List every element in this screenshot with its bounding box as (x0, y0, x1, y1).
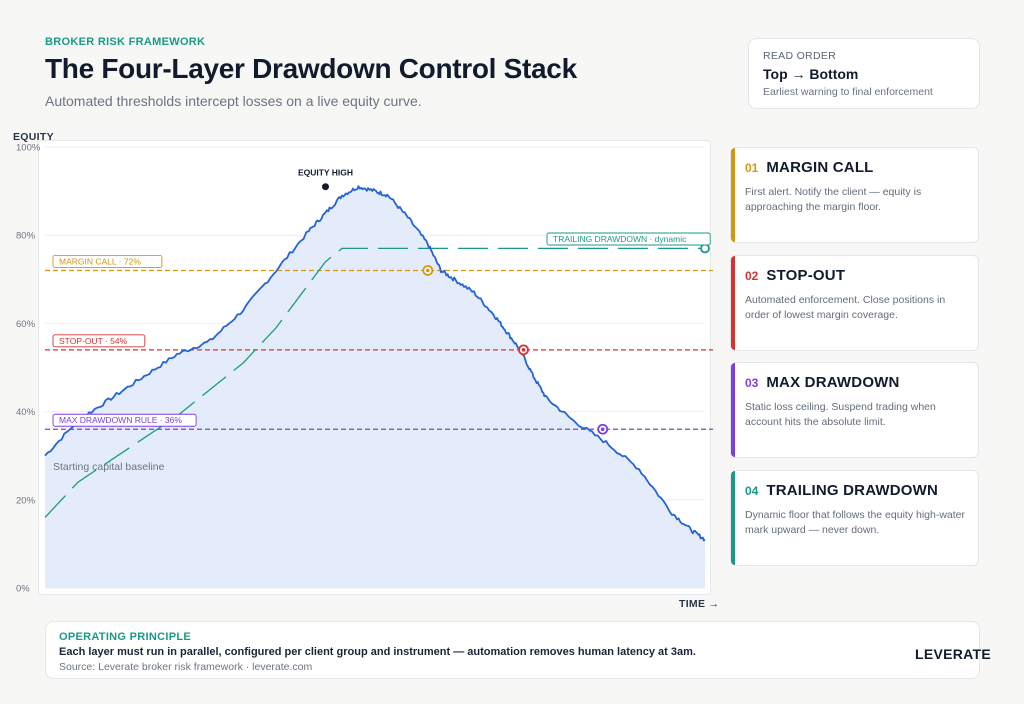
trailing-label-box (546, 232, 711, 246)
read-order-label: READ ORDER (763, 50, 837, 62)
layer-accent-bar (731, 471, 735, 565)
layer-card-trailing-drawdown: 04 TRAILING DRAWDOWN Dynamic floor that … (730, 470, 979, 566)
layer-accent-bar (731, 148, 735, 242)
layer-accent-bar (731, 256, 735, 350)
layer-number: 04 (745, 484, 759, 498)
layer-name: TRAILING DRAWDOWN (766, 482, 939, 499)
layer-description: Static loss ceiling. Suspend trading whe… (745, 401, 936, 428)
layer-number: 01 (745, 161, 759, 175)
chart-labels: MARGIN CALL · 72% STOP-OUT · 54% MAX DRAWD… (52, 168, 711, 473)
layer-number: 02 (745, 269, 759, 283)
layer-description: Automated enforcement. Close positions i… (745, 294, 946, 321)
threshold-markers (422, 265, 609, 435)
trailing-end-marker (700, 243, 710, 254)
eyebrow: BROKER RISK FRAMEWORK (45, 36, 206, 48)
page-title: The Four-Layer Drawdown Control Stack (45, 53, 577, 84)
trailing-label: TRAILING DRAWDOWN · dynamic (553, 234, 687, 244)
crossing-marker-dot (521, 348, 526, 352)
y-tick-label: 20% (16, 495, 36, 506)
read-order-note: Earliest warning to final enforcement (763, 86, 933, 98)
equity-high-dot (322, 183, 329, 191)
y-tick-label: 0% (16, 584, 30, 595)
y-tick-label: 80% (16, 231, 36, 242)
crossing-marker-dot (600, 427, 605, 432)
y-tick-labels: 0% 20% 40% 60% 80% 100% (16, 143, 41, 595)
layer-description: Dynamic floor that follows the equity hi… (745, 509, 966, 536)
layer-number: 03 (745, 376, 759, 390)
principle-text: Each layer must run in parallel, configu… (59, 646, 696, 658)
layer-name: STOP-OUT (766, 267, 846, 284)
layer-card-max-drawdown: 03 MAX DRAWDOWN Static loss ceiling. Sus… (730, 362, 979, 458)
y-tick-label: 60% (16, 319, 36, 330)
x-axis-label: TIME → (679, 598, 720, 610)
equity-area-fill (45, 186, 705, 588)
threshold-label: MARGIN CALL · 72% (59, 256, 141, 266)
principle-label: OPERATING PRINCIPLE (59, 631, 192, 643)
baseline-label: Starting capital baseline (53, 461, 165, 473)
layer-accent-bar (731, 363, 735, 457)
read-order-card: READ ORDER Top → Bottom Earliest warning… (748, 38, 980, 109)
threshold-label: STOP-OUT · 54% (59, 336, 128, 346)
threshold-label-box (52, 334, 146, 348)
layer-card-stop-out: 02 STOP-OUT Automated enforcement. Close… (730, 255, 979, 351)
equity-area (45, 186, 705, 588)
equity-line (44, 185, 706, 542)
layer-description: First alert. Notify the client — equity … (745, 186, 922, 213)
threshold-label: MAX DRAWDOWN RULE · 36% (59, 415, 182, 425)
trailing-line (44, 243, 710, 518)
layer-card-margin-call: 01 MARGIN CALL First alert. Notify the c… (730, 147, 979, 243)
read-order-value: Top → Bottom (763, 66, 859, 82)
crossing-marker-dot (426, 268, 430, 273)
layer-name: MAX DRAWDOWN (766, 374, 900, 391)
y-tick-label: 40% (16, 407, 36, 418)
equity-high-label: EQUITY HIGH (298, 168, 353, 178)
threshold-label-box (52, 255, 163, 268)
threshold-label-box (52, 413, 197, 427)
y-tick-label: 100% (16, 143, 41, 154)
trailing-drawdown-line (44, 247, 705, 518)
layer-name: MARGIN CALL (766, 159, 874, 176)
brand-logo: LEVERATE (915, 646, 992, 662)
page-subtitle: Automated thresholds intercept losses on… (45, 93, 422, 109)
equity-series-line (44, 185, 706, 542)
source-note: Source: Leverate broker risk framework ·… (59, 661, 313, 673)
operating-principle-card: OPERATING PRINCIPLE Each layer must run … (45, 621, 980, 679)
